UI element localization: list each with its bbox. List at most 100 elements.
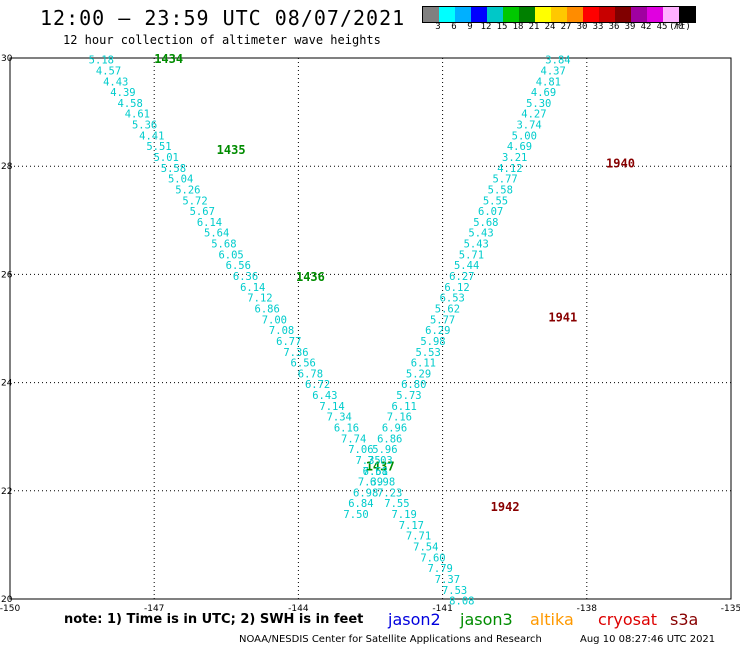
colorbar-swatch bbox=[551, 7, 567, 22]
y-tick-label: 30 bbox=[1, 54, 13, 64]
x-tick-label: -150 bbox=[0, 604, 20, 614]
wave-height-value: 4.39 bbox=[110, 87, 135, 99]
footer-note: note: 1) Time is in UTC; 2) SWH is in fe… bbox=[64, 612, 364, 627]
mission-s3a: s3a bbox=[670, 610, 699, 629]
wave-height-value: 7.36 bbox=[283, 347, 308, 359]
mission-altika: altika bbox=[530, 610, 574, 629]
wave-height-value: 7.06 bbox=[348, 444, 373, 456]
wave-height-value: 7.35 bbox=[355, 455, 380, 467]
wave-height-value: 4.37 bbox=[541, 65, 566, 77]
page-subtitle: 12 hour collection of altimeter wave hei… bbox=[63, 33, 381, 47]
x-tick-label: -144 bbox=[288, 604, 309, 614]
colorbar-swatch bbox=[487, 7, 503, 22]
colorbar-swatch bbox=[583, 7, 599, 22]
colorbar-label: 21 bbox=[528, 22, 540, 32]
wave-height-value: 5.72 bbox=[182, 195, 207, 207]
wave-height-value: 7.00 bbox=[262, 314, 287, 326]
wave-height-value: 6.80 bbox=[401, 379, 426, 391]
wave-height-value: 6.12 bbox=[444, 282, 469, 294]
wave-height-value: 7.17 bbox=[399, 520, 424, 532]
wave-height-value: 6.53 bbox=[440, 293, 465, 305]
wave-height-value: 7.39 bbox=[358, 477, 383, 489]
x-tick-label: -141 bbox=[432, 604, 452, 614]
pass-time-label: 1940 bbox=[606, 156, 635, 170]
wave-height-value: 6.43 bbox=[312, 390, 337, 402]
pass-time-label: 1437 bbox=[366, 459, 395, 473]
wave-height-value: 5.43 bbox=[468, 228, 493, 240]
colorbar-label: 30 bbox=[576, 22, 588, 32]
wave-height-value: 6.78 bbox=[298, 368, 323, 380]
wave-height-value: 6.98 bbox=[353, 487, 378, 499]
colorbar-label: 3 bbox=[435, 22, 441, 32]
wave-height-value: 6.05 bbox=[218, 249, 243, 261]
wave-height-value: 5.36 bbox=[132, 120, 157, 132]
axis-ticks: -150 -147 -144 -141 -138 -135 20 22 24 26 28 30 bbox=[0, 54, 740, 614]
wave-height-value: 5.71 bbox=[459, 249, 484, 261]
wave-height-value: 7.37 bbox=[435, 574, 460, 586]
colorbar-label: 33 bbox=[592, 22, 604, 32]
wave-height-value: 4.57 bbox=[96, 65, 121, 77]
wave-height-value: 6.27 bbox=[449, 271, 474, 283]
colorbar-label: (ft) bbox=[669, 22, 691, 32]
wave-height-value: 5.01 bbox=[154, 152, 179, 164]
wave-height-colorbar bbox=[422, 6, 696, 23]
mission-jason3: jason3 bbox=[460, 610, 513, 629]
wave-height-value: 6.56 bbox=[226, 260, 251, 272]
wave-height-value: 4.12 bbox=[497, 163, 522, 175]
wave-height-value: 5.62 bbox=[435, 303, 460, 315]
wave-height-value: 6.58 bbox=[363, 466, 388, 478]
wave-height-value: 6.36 bbox=[233, 271, 258, 283]
wave-height-value: 5.68 bbox=[473, 217, 498, 229]
x-tick-label: -147 bbox=[144, 604, 164, 614]
colorbar-swatch bbox=[455, 7, 471, 22]
wave-height-value: 7.61 bbox=[363, 466, 388, 478]
wave-height-value: 4.27 bbox=[521, 109, 546, 121]
wave-height-value: 5.30 bbox=[526, 98, 551, 110]
wave-height-value: 5.98 bbox=[420, 336, 445, 348]
wave-height-value: 6.77 bbox=[276, 336, 301, 348]
wave-height-value: 4.61 bbox=[125, 109, 150, 121]
wave-height-value: 5.26 bbox=[175, 184, 200, 196]
wave-height-value: 6.11 bbox=[411, 358, 436, 370]
wave-height-value: 6.86 bbox=[377, 433, 402, 445]
pass-time-label: 1436 bbox=[296, 270, 325, 284]
wave-height-value: 7.19 bbox=[391, 509, 416, 521]
colorbar-swatch bbox=[599, 7, 615, 22]
wave-height-value: 7.60 bbox=[420, 552, 445, 564]
wave-height-value: 5.64 bbox=[204, 228, 229, 240]
colorbar-label: 45 bbox=[656, 22, 668, 32]
colorbar-swatch bbox=[535, 7, 551, 22]
wave-height-value: 5.58 bbox=[488, 184, 513, 196]
generated-timestamp: Aug 10 08:27:46 UTC 2021 bbox=[580, 634, 716, 645]
plot-frame bbox=[9, 57, 732, 600]
colorbar-swatch bbox=[567, 7, 583, 22]
colorbar-swatch bbox=[631, 7, 647, 22]
colorbar-swatch bbox=[519, 7, 535, 22]
wave-height-value: 6.98 bbox=[370, 477, 395, 489]
y-tick-label: 28 bbox=[1, 162, 13, 172]
colorbar-swatch bbox=[679, 7, 695, 22]
wave-height-value: 5.96 bbox=[372, 444, 397, 456]
colorbar-swatch bbox=[503, 7, 519, 22]
wave-height-value: 7.16 bbox=[387, 412, 412, 424]
wave-height-value: 6.72 bbox=[305, 379, 330, 391]
wave-height-value: 5.53 bbox=[416, 347, 441, 359]
wave-height-value: 3.21 bbox=[502, 152, 527, 164]
mission-jason2: jason2 bbox=[388, 610, 441, 629]
wave-height-value: 6.07 bbox=[478, 206, 503, 218]
y-tick-label: 24 bbox=[1, 379, 13, 389]
colorbar-label: 12 bbox=[480, 22, 492, 32]
wave-height-value: 7.34 bbox=[327, 412, 352, 424]
pass-time-label: 1434 bbox=[154, 52, 183, 66]
wave-height-value: 6.16 bbox=[334, 423, 359, 435]
colorbar-swatch bbox=[471, 7, 487, 22]
wave-height-value: 8.08 bbox=[449, 596, 474, 608]
pass-time-label: 1435 bbox=[217, 143, 246, 157]
colorbar-label: 18 bbox=[512, 22, 524, 32]
y-tick-label: 22 bbox=[1, 487, 12, 497]
wave-height-value: 7.03 bbox=[367, 455, 392, 467]
pass-time-label: 1942 bbox=[491, 500, 520, 514]
colorbar-label: 6 bbox=[451, 22, 457, 32]
wave-height-value: 3.74 bbox=[516, 120, 541, 132]
